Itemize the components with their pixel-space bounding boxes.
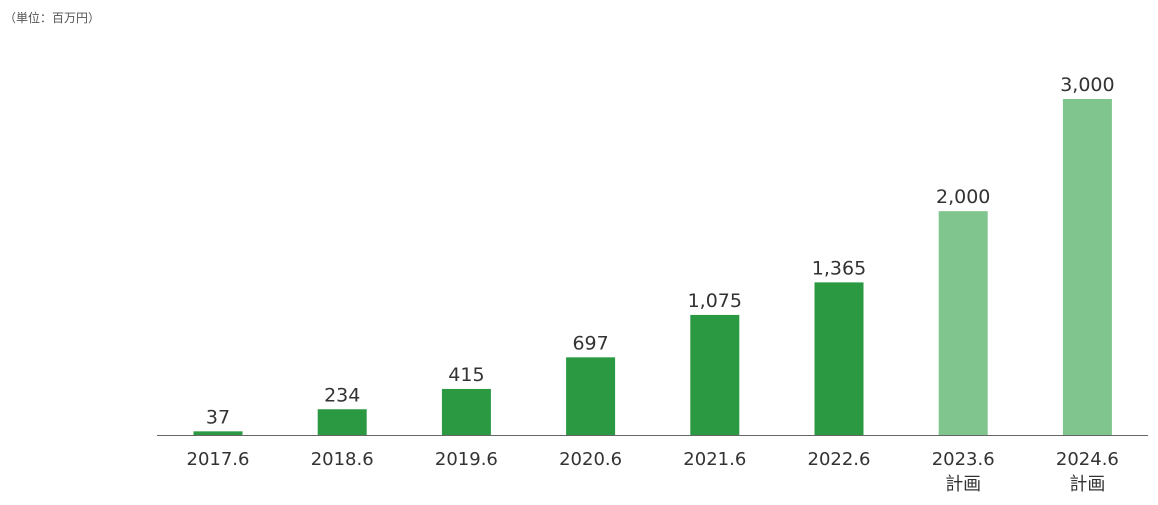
data-label-2023.6: 2,000 bbox=[936, 186, 990, 208]
x-tick-2020.6: 2020.6 bbox=[559, 449, 622, 470]
bar-2019.6 bbox=[441, 388, 491, 436]
bar-2022.6 bbox=[814, 282, 864, 436]
data-label-2018.6: 234 bbox=[324, 384, 360, 406]
bars-group bbox=[193, 99, 1112, 436]
bar-2021.6 bbox=[690, 314, 740, 436]
x-tick-labels-group: 2017.6 2018.6 2019.6 2020.6 2021.6 2022.6 2023… bbox=[187, 449, 1119, 495]
data-label-2020.6: 697 bbox=[572, 332, 608, 354]
bar-2018.6 bbox=[317, 409, 367, 436]
x-tick-2023.6: 2023.6 bbox=[932, 449, 995, 470]
x-tick-sublabel-2023.6: 計画 bbox=[945, 474, 981, 495]
x-tick-2018.6: 2018.6 bbox=[311, 449, 374, 470]
bar-2024.6 bbox=[1062, 99, 1112, 436]
data-label-2019.6: 415 bbox=[448, 364, 484, 386]
bar-2020.6 bbox=[566, 357, 616, 436]
x-tick-2021.6: 2021.6 bbox=[683, 449, 746, 470]
bar-2017.6 bbox=[193, 431, 243, 436]
x-tick-2019.6: 2019.6 bbox=[435, 449, 498, 470]
data-label-2017.6: 37 bbox=[206, 406, 230, 428]
unit-label: （単位：百万円） bbox=[4, 11, 101, 25]
data-labels-group: 37 234 415 697 1,075 1,365 2,000 3,000 bbox=[206, 74, 1115, 428]
x-tick-2024.6: 2024.6 bbox=[1056, 449, 1119, 470]
x-tick-sublabel-2024.6: 計画 bbox=[1069, 474, 1105, 495]
data-label-2024.6: 3,000 bbox=[1060, 74, 1114, 96]
x-tick-2017.6: 2017.6 bbox=[187, 449, 250, 470]
data-label-2022.6: 1,365 bbox=[812, 257, 866, 279]
x-tick-2022.6: 2022.6 bbox=[808, 449, 871, 470]
data-label-2021.6: 1,075 bbox=[688, 290, 742, 312]
bar-2023.6 bbox=[938, 211, 988, 436]
